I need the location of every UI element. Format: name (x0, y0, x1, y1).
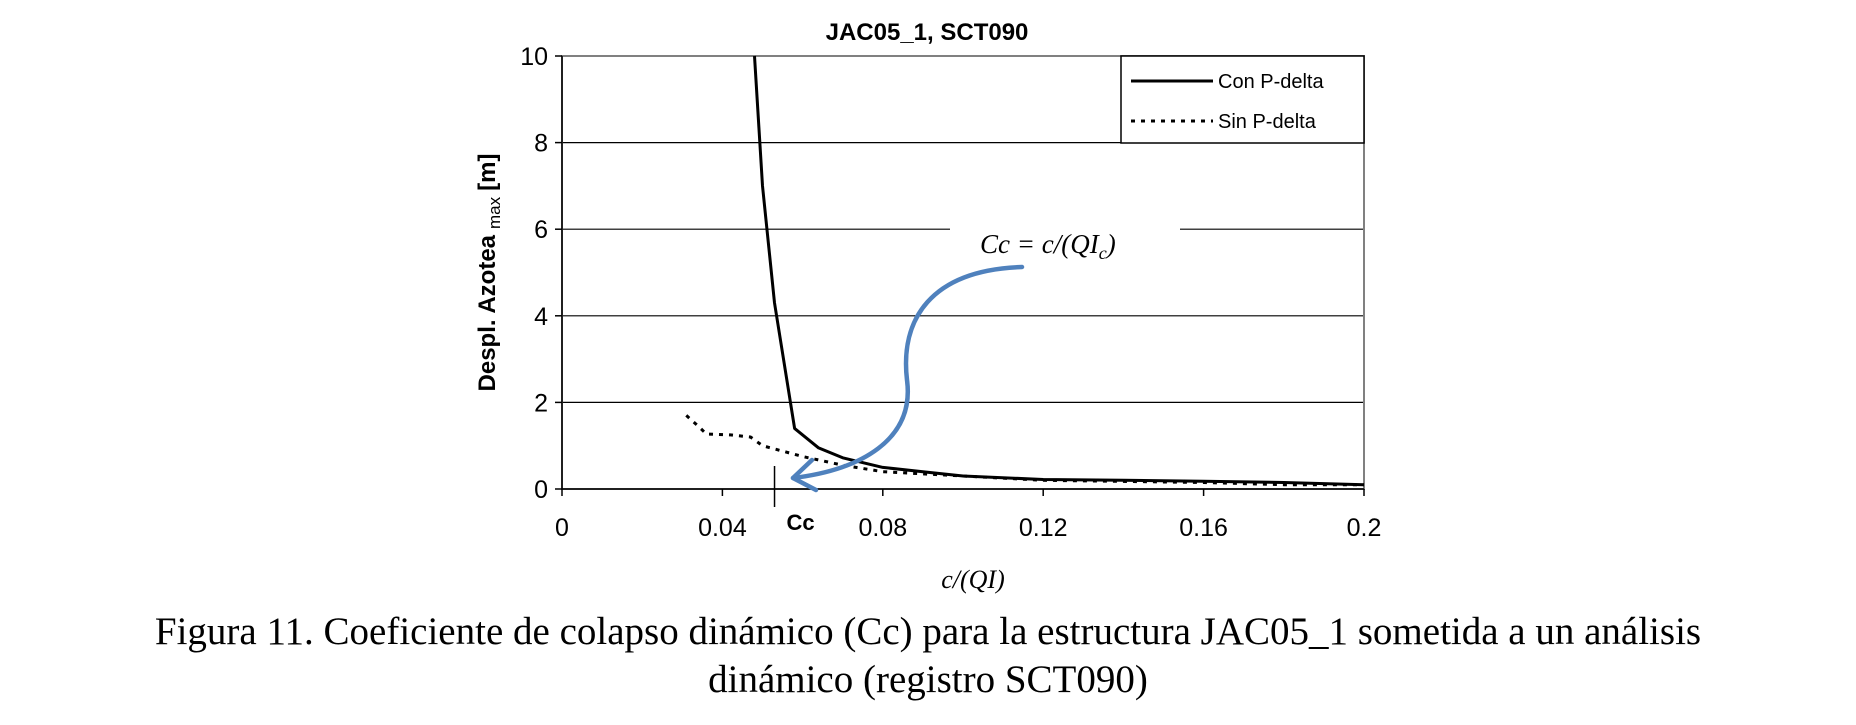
figure-caption-line-1: Figura 11. Coeficiente de colapso dinámi… (154, 610, 1702, 653)
y-tick-label-5: 10 (520, 43, 548, 71)
formula-close: ) (1105, 229, 1116, 259)
x-tick-label-3: 0.12 (1019, 514, 1068, 542)
x-tick-label-1: 0.04 (698, 514, 747, 542)
axis-ticks: 0 2 4 6 8 10 0 0.04 0.08 0.12 0.16 0.2 (520, 43, 1381, 542)
legend-label-con-p-delta: Con P-delta (1218, 71, 1324, 93)
cc-marker-label: Cc (787, 510, 815, 535)
x-tick-label-0: 0 (555, 514, 569, 542)
figure-caption-line-2: dinámico (registro SCT090) (708, 658, 1148, 701)
y-axis-label-main: Despl. Azotea (474, 234, 501, 391)
y-axis-label-unit: [m] (474, 154, 501, 191)
formula-annotation: Cc = c/(QIc) (980, 229, 1116, 263)
x-tick-label-5: 0.2 (1347, 514, 1382, 542)
y-tick-label-2: 4 (534, 303, 548, 331)
x-tick-label-2: 0.08 (858, 514, 907, 542)
x-axis-label: c/(QI) (941, 565, 1005, 594)
legend-label-sin-p-delta: Sin P-delta (1218, 111, 1317, 133)
formula-background (950, 205, 1180, 265)
formula-subscript: c (1099, 243, 1107, 263)
y-axis-label-subscript: max (485, 196, 504, 229)
series-line-sin-p-delta (685, 414, 1364, 487)
y-tick-label-4: 8 (534, 130, 548, 158)
series-group (685, 55, 1365, 487)
y-axis-label: Despl. Azotea max [m] (474, 154, 504, 392)
y-tick-label-1: 2 (534, 389, 548, 417)
legend-box (1120, 55, 1365, 144)
legend: Con P-delta Sin P-delta (1120, 55, 1365, 144)
chart-title: JAC05_1, SCT090 (826, 19, 1029, 46)
chart: 0 2 4 6 8 10 0 0.04 0.08 0.12 0.16 0.2 Con P-delta … (474, 19, 1381, 594)
y-tick-label-3: 6 (534, 216, 548, 244)
formula-main: Cc = c/(QI (980, 229, 1101, 259)
x-tick-label-4: 0.16 (1179, 514, 1228, 542)
curved-arrow (790, 264, 1025, 481)
y-tick-label-0: 0 (534, 476, 548, 504)
series-line-con-p-delta (753, 55, 1365, 487)
arrow-head (790, 457, 819, 493)
